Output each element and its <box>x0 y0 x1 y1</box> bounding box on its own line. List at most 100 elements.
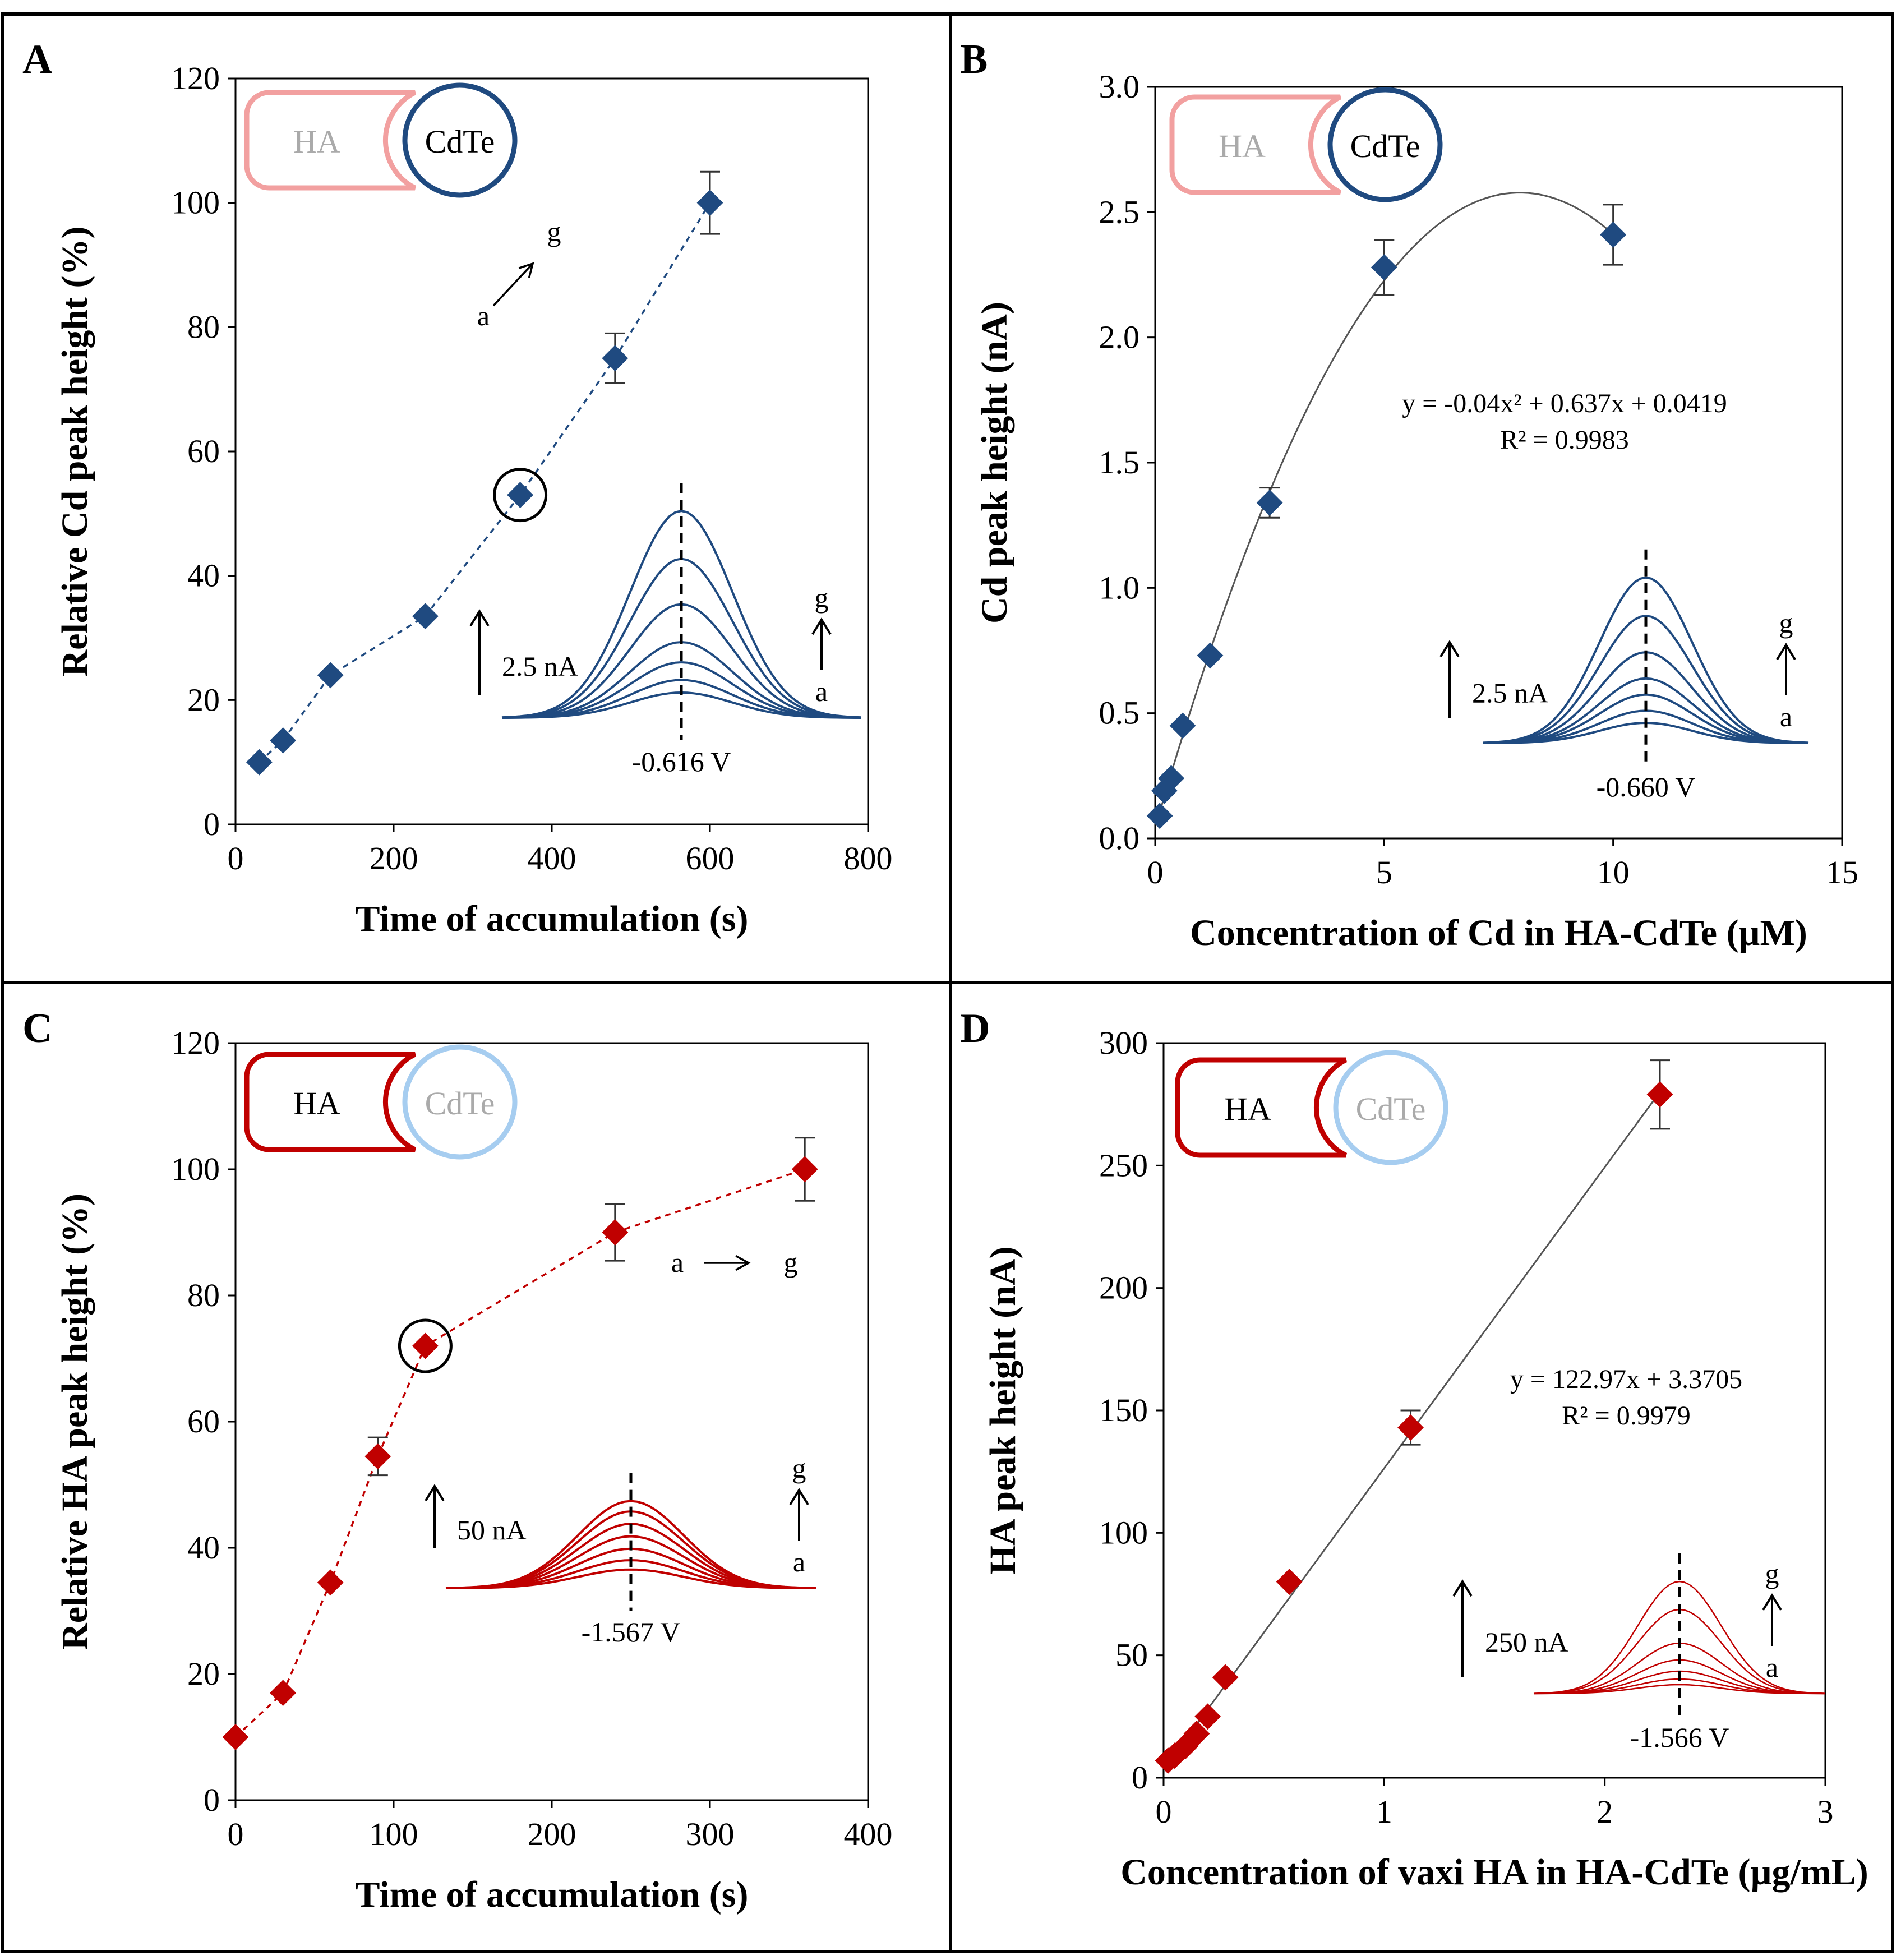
y-tick-label: 3.0 <box>1099 68 1140 105</box>
data-point <box>1256 490 1283 516</box>
cdte-badge-circle <box>402 1044 518 1160</box>
data-point <box>1158 765 1184 792</box>
inset-scale-arrow-head <box>1452 1579 1473 1597</box>
trend-label-from: a <box>671 1247 684 1278</box>
inset-order-arrow-head <box>811 617 832 635</box>
inset-scale-label: 50 nA <box>457 1514 527 1546</box>
data-point <box>270 727 297 754</box>
x-tick-label: 400 <box>528 840 576 877</box>
y-tick-label: 20 <box>187 681 220 718</box>
data-point <box>602 1219 629 1246</box>
ha-badge-shape <box>1169 94 1342 195</box>
y-tick-label: 150 <box>1099 1392 1148 1428</box>
ha-badge-shape <box>1175 1057 1348 1158</box>
panel-letter: A <box>22 36 52 82</box>
inset-order-arrow-head <box>789 1488 809 1506</box>
x-tick-label: 15 <box>1826 854 1858 891</box>
cdte-badge-circle <box>402 82 518 198</box>
highlight-circle <box>493 468 548 523</box>
inset-scale-arrow-head <box>469 609 490 627</box>
y-tick-label: 1.0 <box>1099 569 1140 606</box>
y-tick-label: 0 <box>1132 1759 1148 1796</box>
x-axis-title: Time of accumulation (s) <box>356 898 749 939</box>
data-point <box>602 345 629 372</box>
inset-voltammogram <box>501 509 861 719</box>
inset-scale-arrow-head <box>425 1484 445 1502</box>
x-tick-label: 400 <box>844 1816 893 1852</box>
y-tick-label: 300 <box>1099 1025 1148 1061</box>
y-tick-label: 120 <box>171 60 220 96</box>
cdte-badge-label: CdTe <box>425 1085 495 1122</box>
data-point <box>1212 1664 1239 1691</box>
data-point <box>791 1156 818 1183</box>
y-axis-title: Relative HA peak height (%) <box>54 1193 95 1650</box>
inset-order-arrow-head <box>1776 643 1796 661</box>
x-tick-label: 10 <box>1597 854 1630 891</box>
data-point <box>1183 1720 1210 1747</box>
fit-equation: y = 122.97x + 3.3705 <box>1510 1364 1742 1394</box>
y-tick-label: 60 <box>187 433 220 469</box>
trend-arrow-head <box>518 262 534 278</box>
data-point <box>1169 712 1196 739</box>
inset-voltammogram <box>501 661 861 719</box>
inset-voltammogram <box>445 1500 816 1589</box>
ha-badge-label: HA <box>1219 128 1266 164</box>
x-tick-label: 2 <box>1597 1793 1613 1830</box>
data-point <box>412 603 439 630</box>
trend-arrow-head <box>735 1255 751 1271</box>
panel-c: C 0 20 40 60 80 100 120 0 100 200 300 400 Time of acc… <box>22 1006 893 1915</box>
fit-r-squared: R² = 0.9979 <box>1562 1401 1690 1431</box>
data-point <box>1197 642 1224 669</box>
y-axis-title: Relative Cd peak height (%) <box>54 227 95 677</box>
data-point <box>1194 1703 1221 1730</box>
inset-potential-label: -1.566 V <box>1630 1722 1729 1753</box>
panel-d: D 0 50 100 150 200 250 300 0 1 2 3 Concentration of … <box>960 1006 1868 1893</box>
x-tick-label: 1 <box>1376 1793 1392 1830</box>
data-point <box>364 1443 391 1470</box>
x-tick-label: 200 <box>370 840 418 877</box>
inset-scale-arrow-head <box>1439 640 1460 658</box>
data-point <box>1600 222 1627 248</box>
panel-a: A 0 20 40 60 80 100 120 0 200 400 600 800 Time of acc… <box>22 36 893 939</box>
trend-label-from: a <box>477 300 490 331</box>
y-tick-label: 0.5 <box>1099 695 1140 731</box>
inset-label-from: a <box>1780 701 1792 732</box>
inset-scale-label: 2.5 nA <box>502 651 578 682</box>
data-point <box>1276 1569 1303 1595</box>
data-point <box>1397 1414 1424 1441</box>
y-tick-label: 0.0 <box>1099 820 1140 856</box>
fit-r-squared: R² = 0.9983 <box>1500 425 1628 455</box>
x-tick-label: 0 <box>1147 854 1164 891</box>
x-tick-label: 5 <box>1376 854 1392 891</box>
cdte-badge-label: CdTe <box>1350 128 1420 164</box>
data-point <box>412 1332 439 1359</box>
ha-badge-shape <box>244 90 417 191</box>
inset-voltammogram <box>501 679 861 719</box>
inset-label-from: a <box>815 676 828 707</box>
y-tick-label: 80 <box>187 308 220 345</box>
ha-badge-shape <box>244 1052 417 1152</box>
data-point <box>246 749 273 776</box>
y-tick-label: 40 <box>187 1529 220 1566</box>
cdte-badge-circle <box>1327 87 1443 202</box>
data-point <box>317 1569 344 1596</box>
y-tick-label: 120 <box>171 1025 220 1061</box>
y-tick-label: 100 <box>1099 1514 1148 1551</box>
y-tick-label: 2.0 <box>1099 319 1140 356</box>
y-tick-label: 250 <box>1099 1147 1148 1183</box>
inset-label-to: g <box>792 1452 806 1484</box>
inset-label-to: g <box>815 582 829 614</box>
inset-voltammogram <box>1483 615 1809 744</box>
y-tick-label: 20 <box>187 1655 220 1692</box>
trend-label-to: g <box>784 1247 798 1278</box>
y-axis-title: Cd peak height (nA) <box>974 302 1015 624</box>
inset-order-arrow-head <box>1762 1593 1782 1611</box>
cdte-badge-circle <box>1333 1050 1448 1165</box>
x-tick-label: 800 <box>844 840 893 877</box>
y-tick-label: 0 <box>204 806 220 842</box>
data-point <box>1371 254 1397 281</box>
panel-b: B 0.0 0.5 1.0 1.5 2.0 2.5 3.0 0 5 10 15 Concentratio… <box>960 36 1858 953</box>
data-point <box>1146 803 1173 829</box>
inset-potential-label: -0.660 V <box>1597 771 1696 803</box>
